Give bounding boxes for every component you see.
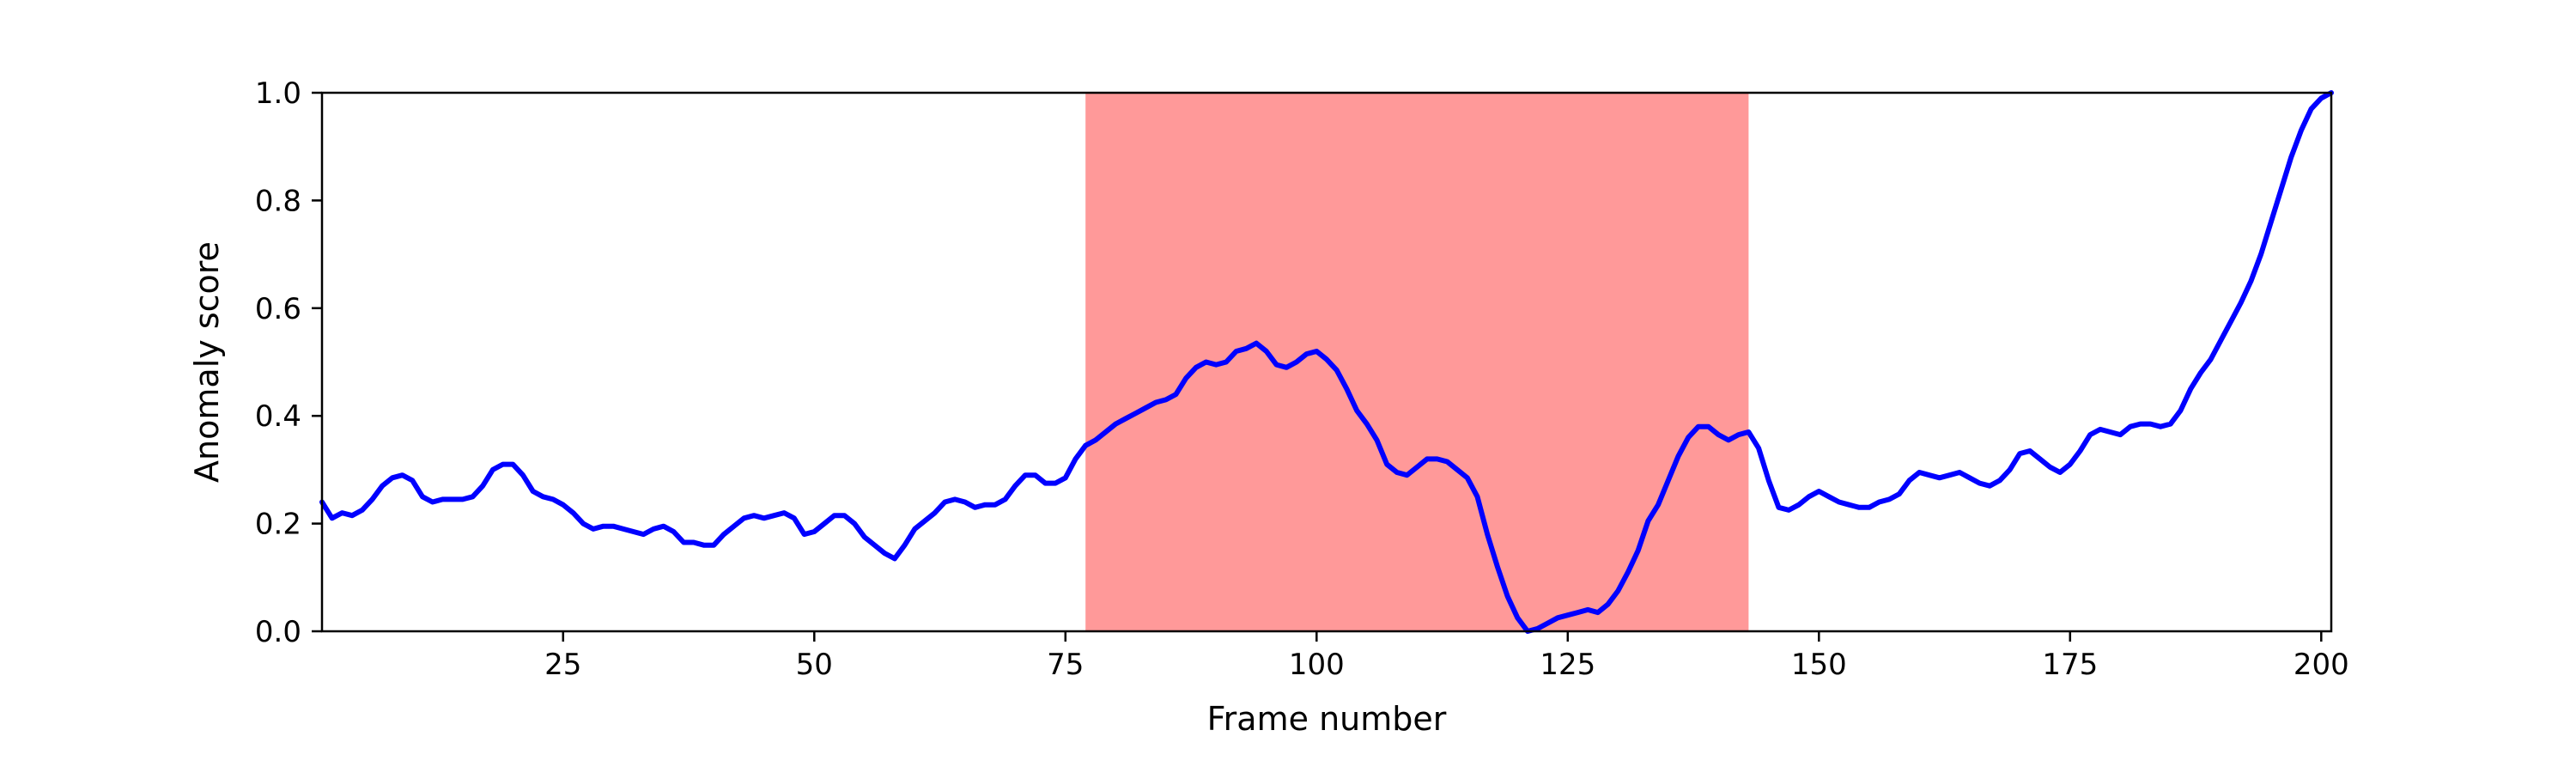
x-axis-label: Frame number bbox=[1207, 700, 1447, 738]
y-tick-label: 0.8 bbox=[255, 184, 301, 218]
plot-frame bbox=[320, 91, 2333, 633]
y-tick-label: 0.4 bbox=[255, 399, 301, 434]
x-tick-label: 150 bbox=[1791, 648, 1847, 682]
x-axis: 25 50 75 100 125 150 175 200 bbox=[544, 631, 2349, 682]
x-tick-label: 175 bbox=[2042, 648, 2098, 682]
x-tick-label: 50 bbox=[796, 648, 833, 682]
x-tick-label: 200 bbox=[2293, 648, 2349, 682]
x-tick-label: 25 bbox=[544, 648, 581, 682]
y-tick-label: 0.0 bbox=[255, 615, 301, 649]
x-tick-label: 75 bbox=[1047, 648, 1084, 682]
y-axis: 0.0 0.2 0.4 0.6 0.8 1.0 bbox=[255, 76, 322, 649]
x-tick-label: 125 bbox=[1540, 648, 1595, 682]
y-tick-label: 0.2 bbox=[255, 508, 301, 542]
y-axis-label: Anomaly score bbox=[188, 241, 226, 483]
x-tick-label: 100 bbox=[1289, 648, 1345, 682]
y-tick-label: 0.6 bbox=[255, 292, 301, 326]
y-tick-label: 1.0 bbox=[255, 76, 301, 111]
series-layer bbox=[319, 90, 2334, 634]
anomaly-region-highlight bbox=[1085, 93, 1749, 631]
series-line-0 bbox=[319, 90, 2334, 634]
